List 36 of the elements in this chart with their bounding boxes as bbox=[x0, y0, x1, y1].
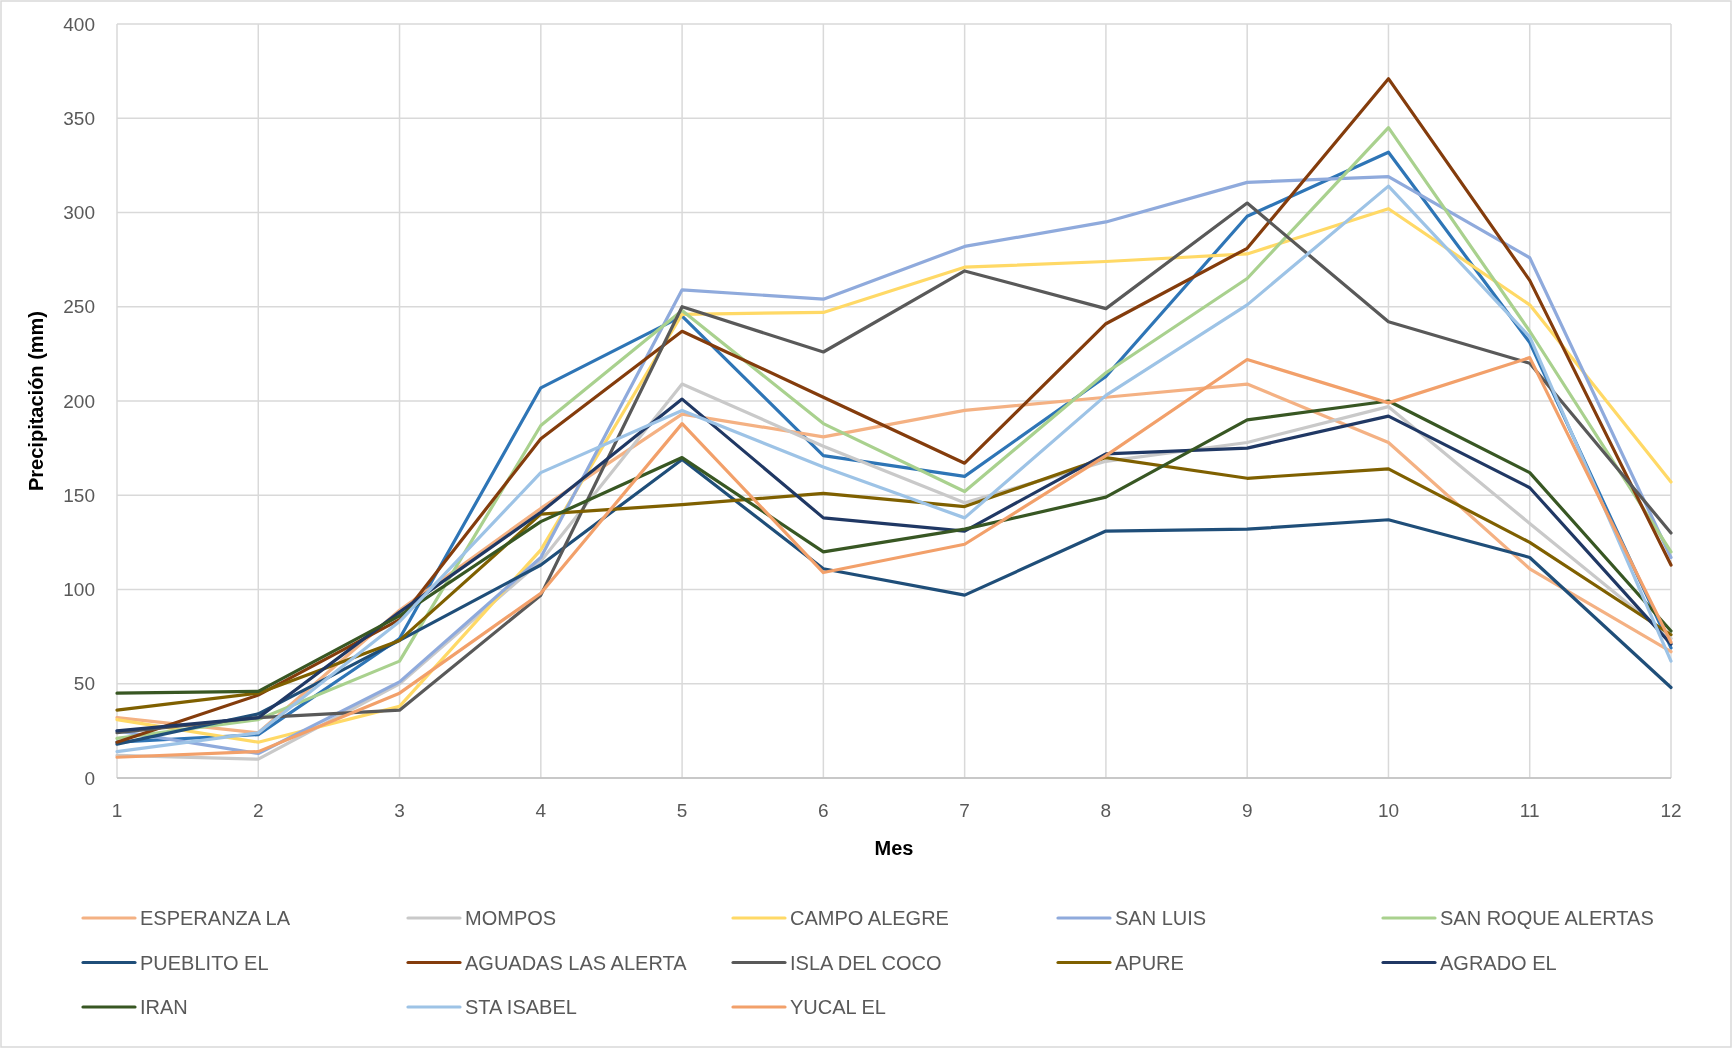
y-tick-label: 100 bbox=[63, 579, 95, 601]
y-tick-label: 50 bbox=[73, 673, 95, 695]
legend-label: SAN ROQUE ALERTAS bbox=[1440, 907, 1654, 929]
x-tick-label: 5 bbox=[676, 799, 688, 821]
x-tick-label: 8 bbox=[1100, 799, 1112, 821]
y-tick-label: 300 bbox=[63, 202, 95, 224]
legend-label: MOMPOS bbox=[465, 907, 557, 929]
x-tick-label: 7 bbox=[959, 799, 970, 821]
legend-label: IRAN bbox=[140, 996, 188, 1018]
legend-label: YUCAL EL bbox=[790, 996, 886, 1018]
y-axis-title: Precipitación (mm) bbox=[25, 310, 47, 492]
x-axis-title: Mes bbox=[874, 837, 914, 859]
y-tick-label: 250 bbox=[63, 296, 95, 318]
legend-label: AGUADAS LAS ALERTA bbox=[465, 951, 688, 974]
x-tick-label: 11 bbox=[1519, 799, 1540, 821]
y-tick-label: 150 bbox=[63, 484, 95, 506]
legend-label: APURE bbox=[1115, 951, 1184, 974]
x-tick-label: 12 bbox=[1660, 799, 1682, 821]
x-tick-label: 3 bbox=[394, 799, 405, 821]
legend-label: STA ISABEL bbox=[465, 996, 577, 1018]
y-tick-label: 400 bbox=[63, 13, 95, 35]
legend-label: AGRADO EL bbox=[1440, 951, 1557, 974]
legend-label: PUEBLITO EL bbox=[140, 951, 269, 974]
legend-label: CAMPO ALEGRE bbox=[790, 907, 949, 929]
x-tick-label: 1 bbox=[111, 799, 123, 821]
legend-label: SAN LUIS bbox=[1115, 907, 1207, 929]
x-tick-label: 2 bbox=[252, 799, 264, 821]
legend-label: ESPERANZA LA bbox=[140, 907, 291, 929]
y-tick-label: 0 bbox=[84, 767, 95, 789]
x-tick-label: 10 bbox=[1377, 799, 1400, 821]
legend-label: ISLA DEL COCO bbox=[790, 951, 942, 974]
x-tick-label: 6 bbox=[818, 799, 829, 821]
y-tick-label: 200 bbox=[63, 390, 95, 412]
x-tick-label: 4 bbox=[535, 799, 547, 821]
x-tick-label: 9 bbox=[1241, 799, 1253, 821]
y-tick-label: 350 bbox=[63, 107, 95, 129]
